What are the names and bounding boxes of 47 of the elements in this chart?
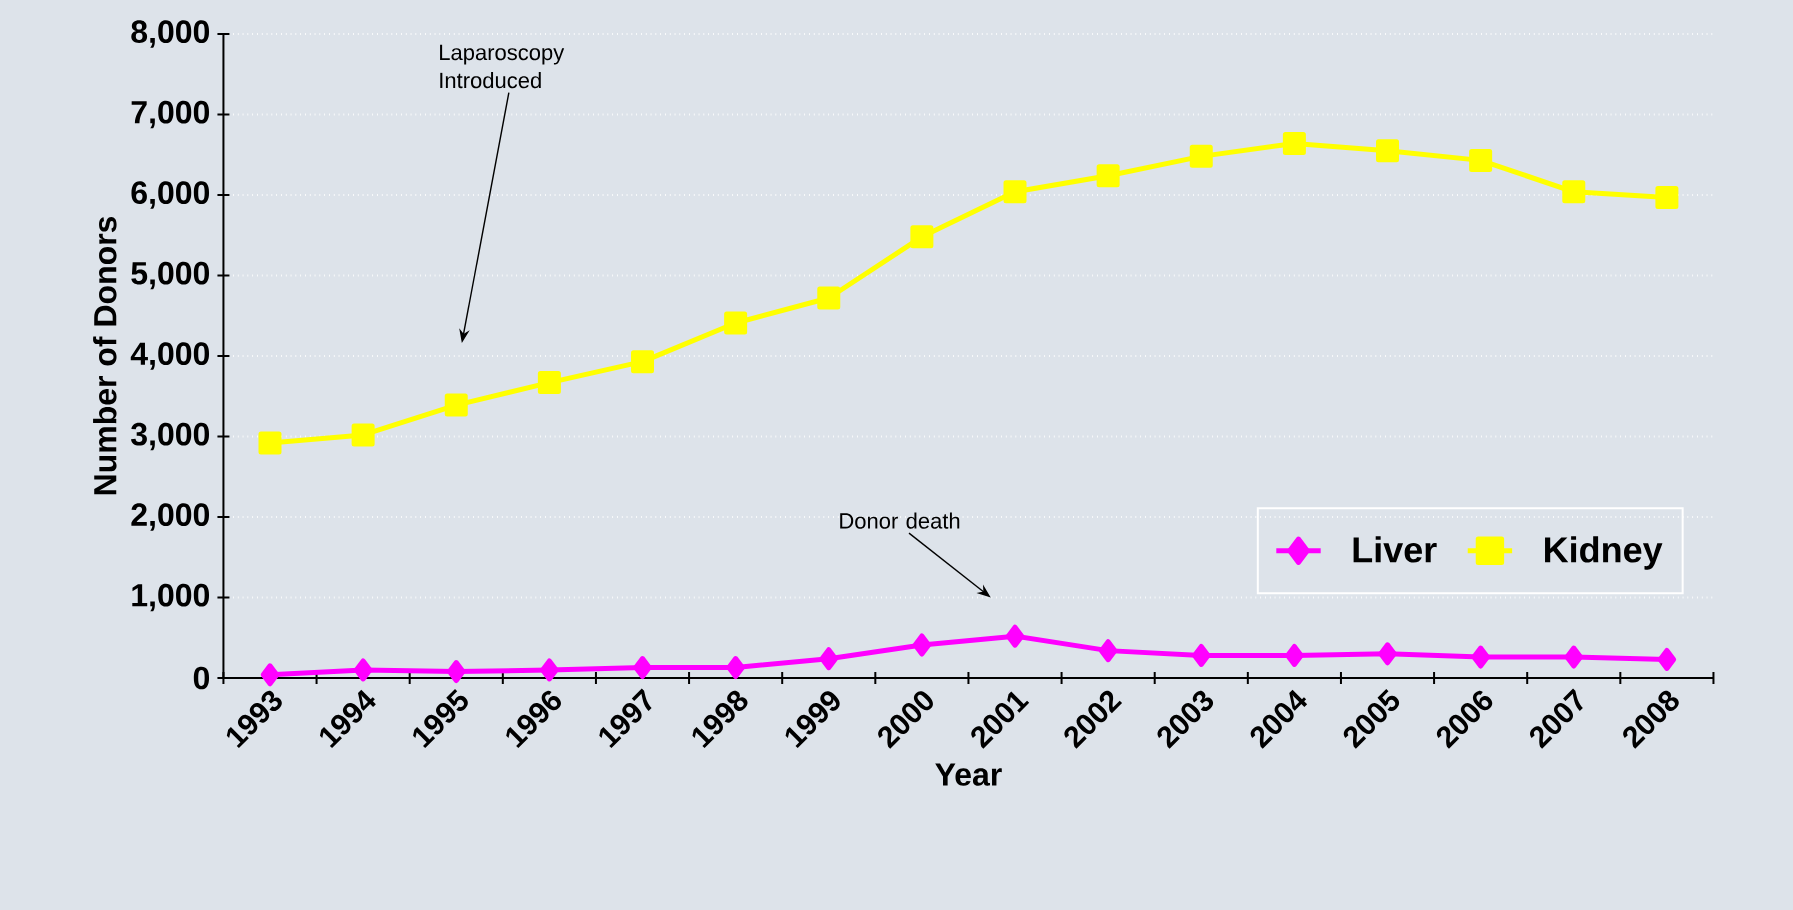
point [353, 658, 373, 682]
point [1376, 139, 1400, 163]
point [910, 225, 934, 249]
point [1655, 185, 1679, 209]
y-tick-label: 0 [193, 666, 210, 690]
x-axis-title: Year [935, 763, 1002, 786]
point [351, 423, 375, 447]
y-tick-label: 8,000 [131, 20, 210, 48]
y-tick-label: 3,000 [131, 422, 210, 451]
point [258, 431, 282, 455]
y-tick-label: 1,000 [132, 583, 210, 612]
point [1285, 643, 1304, 667]
annotation: Donor death [840, 512, 960, 529]
y-tick-label: 4,000 [130, 342, 210, 370]
point [1098, 639, 1118, 663]
point [1192, 643, 1211, 667]
y-tick-label: 7,000 [131, 100, 210, 129]
point [631, 350, 654, 374]
legend-label: Kidney [1545, 536, 1663, 570]
point [819, 647, 839, 671]
point [1005, 624, 1025, 648]
point [633, 656, 652, 680]
point [1378, 642, 1397, 666]
point [1471, 645, 1490, 669]
point [1096, 164, 1120, 188]
point [1564, 645, 1584, 669]
point [447, 660, 466, 684]
point [537, 371, 561, 395]
point [1189, 144, 1213, 168]
y-tick-label: 5,000 [131, 261, 210, 290]
legend-label: Liver [1353, 536, 1437, 563]
point [1469, 148, 1493, 172]
annotation: Laparoscopy Introduced [440, 44, 565, 89]
point [724, 311, 748, 335]
y-tick-label: 6,000 [131, 181, 210, 209]
point [1562, 180, 1586, 204]
point [260, 663, 280, 687]
point [444, 393, 468, 417]
point [540, 658, 559, 682]
point [912, 633, 932, 657]
point [817, 286, 841, 310]
point [1282, 131, 1306, 155]
y-tick-label: 2,000 [131, 503, 210, 531]
point [1657, 647, 1677, 671]
point [726, 656, 745, 680]
y-axis-title: Number of Donors [93, 216, 117, 495]
point [1003, 180, 1027, 204]
